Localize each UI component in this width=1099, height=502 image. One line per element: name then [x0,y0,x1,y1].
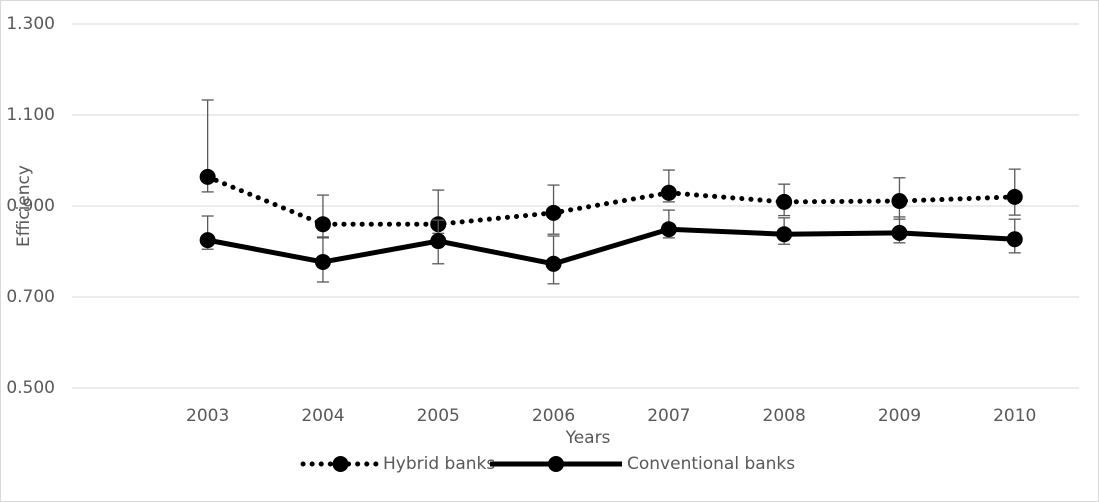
data-point [199,168,216,185]
x-tick-label: 2010 [993,406,1036,426]
x-tick-label: 2005 [417,406,460,426]
legend-label: Hybrid banks [383,454,495,474]
x-tick-label: 2007 [647,406,690,426]
y-tick-label: 0.900 [6,196,55,216]
data-point [776,193,793,210]
y-axis-label: Efficiency [14,165,34,247]
x-tick-label: 2009 [878,406,921,426]
x-axis-label: Years [565,428,611,448]
y-tick-label: 0.700 [6,287,55,307]
data-point [199,232,216,249]
y-tick-label: 0.500 [6,378,55,398]
data-point [776,226,793,243]
data-point [430,233,447,250]
data-point [314,216,331,233]
x-tick-label: 2003 [186,406,229,426]
y-tick-label: 1.100 [6,105,55,125]
data-point [1006,231,1023,248]
data-point [545,255,562,272]
series-line [205,174,1018,227]
x-tick-label: 2008 [763,406,806,426]
legend-marker [332,456,349,472]
data-point [891,224,908,241]
data-point [660,221,677,238]
data-point [660,184,677,201]
data-point [891,192,908,209]
y-tick-label: 1.300 [6,14,55,34]
legend-label: Conventional banks [627,454,795,474]
data-point [314,253,331,270]
legend-marker [548,456,564,472]
data-point [1006,188,1023,205]
x-tick-label: 2006 [532,406,575,426]
data-point [545,204,562,221]
series-line [207,226,1015,267]
x-tick-label: 2004 [301,406,344,426]
